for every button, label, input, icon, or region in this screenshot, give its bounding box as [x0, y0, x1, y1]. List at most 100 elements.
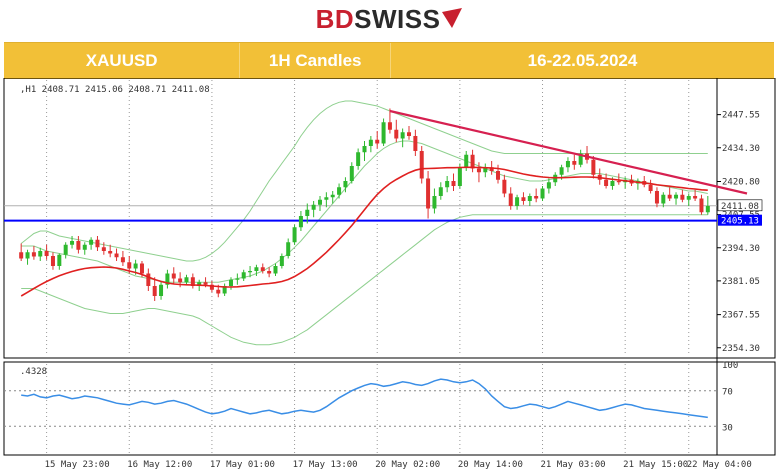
- candle-body: [496, 171, 501, 180]
- price-tick-label: 2434.30: [722, 144, 760, 154]
- candle-body: [324, 197, 329, 200]
- x-tick-label: 20 May 14:00: [458, 460, 523, 470]
- candle-body: [356, 152, 361, 166]
- candle-body: [31, 252, 36, 257]
- candle-body: [419, 151, 424, 179]
- x-tick-label: 17 May 13:00: [293, 460, 358, 470]
- candle-body: [565, 161, 570, 168]
- price-tick-label: 2420.80: [722, 178, 760, 188]
- candle-body: [82, 244, 87, 250]
- candle-body: [445, 181, 450, 188]
- candle-body: [426, 178, 431, 209]
- period-label: 16-22.05.2024: [527, 50, 638, 70]
- candle-body: [101, 247, 106, 251]
- moving-average-line: [20, 166, 708, 297]
- candle-body: [559, 167, 564, 175]
- candle-body: [89, 239, 94, 245]
- candle-body: [203, 282, 208, 285]
- candle-body: [686, 196, 691, 200]
- brand-flag-icon: [442, 8, 463, 28]
- brand-logo: BDSWISS: [0, 0, 780, 38]
- candle-body: [464, 154, 469, 168]
- candle-body: [146, 273, 151, 286]
- candle-body: [604, 179, 609, 186]
- candle-body: [362, 146, 367, 153]
- candle-body: [248, 271, 253, 273]
- candle-body: [222, 286, 227, 294]
- candle-body: [489, 167, 494, 171]
- candle-body: [521, 197, 526, 201]
- current-price-label: 2411.08: [721, 202, 759, 212]
- candle-body: [368, 139, 373, 146]
- candle-body: [546, 182, 551, 189]
- candle-body: [152, 286, 157, 296]
- candle-body: [76, 241, 81, 250]
- candle-body: [470, 154, 475, 169]
- candle-body: [273, 266, 278, 274]
- indicator-tick-label: 30: [722, 423, 733, 433]
- candle-body: [502, 179, 507, 194]
- symbol-label: XAUUSD: [4, 43, 241, 78]
- ohlc-readout: ,H1 2408.71 2415.06 2408.71 2411.08: [20, 85, 210, 95]
- candle-body: [159, 284, 164, 296]
- price-tick-label: 2447.55: [722, 111, 760, 121]
- candle-body: [311, 204, 316, 210]
- candle-body: [38, 251, 43, 257]
- candle-body: [95, 239, 100, 248]
- price-tick-label: 2394.30: [722, 244, 760, 254]
- candle-body: [540, 188, 545, 199]
- candle-body: [693, 196, 698, 199]
- candle-body: [108, 251, 113, 254]
- support-price-box: [718, 214, 762, 226]
- candle-body: [432, 196, 437, 209]
- candle-body: [70, 241, 75, 245]
- indicator-series-line: [21, 378, 708, 419]
- candle-body: [610, 181, 615, 186]
- candle-body: [209, 284, 214, 290]
- candle-body: [699, 198, 704, 213]
- candle-body: [667, 194, 672, 199]
- brand-bd: BD: [315, 3, 355, 34]
- candle-body: [476, 168, 481, 173]
- candle-body: [674, 194, 679, 199]
- candle-body: [515, 197, 520, 206]
- candle-body: [298, 216, 303, 228]
- candle-body: [337, 187, 342, 195]
- candle-body: [375, 139, 380, 144]
- candle-body: [527, 196, 532, 201]
- indicator-pane-frame: [3, 361, 776, 456]
- timeframe-label: 1H Candles: [240, 43, 391, 78]
- indicator-title: .4328: [20, 367, 47, 377]
- x-tick-label: 16 May 12:00: [127, 460, 192, 470]
- candle-body: [171, 273, 176, 279]
- candle-body: [254, 267, 259, 271]
- candle-body: [260, 267, 265, 271]
- candle-body: [400, 132, 405, 139]
- x-tick-label: 17 May 01:00: [210, 460, 275, 470]
- candle-body: [241, 272, 246, 279]
- candle-body: [705, 206, 710, 213]
- candle-body: [19, 252, 24, 259]
- candle-body: [349, 166, 354, 181]
- price-chart: 15 May 23:00 16 May 12:00 17 May 01:00 17 M…: [3, 78, 776, 470]
- resistance-trendline: [389, 109, 748, 195]
- candle-body: [381, 122, 386, 144]
- price-tick-label: 2354.30: [722, 344, 760, 354]
- chart-header: XAUUSD 1H Candles 16-22.05.2024: [4, 42, 774, 79]
- candle-body: [616, 181, 621, 183]
- indicator-tick-label: 70: [722, 388, 733, 398]
- candle-body: [648, 184, 653, 191]
- x-tick-label: 21 May 15:00: [623, 460, 688, 470]
- candle-body: [451, 181, 456, 186]
- candle-body: [127, 262, 132, 269]
- candle-body: [317, 199, 322, 205]
- candle-body: [534, 196, 539, 199]
- candle-body: [133, 263, 138, 269]
- candle-body: [438, 187, 443, 196]
- candle-body: [279, 256, 284, 266]
- candle-body: [286, 242, 291, 256]
- candle-body: [57, 254, 62, 266]
- candle-body: [413, 136, 418, 151]
- candle-body: [330, 194, 335, 198]
- candle-body: [44, 251, 49, 256]
